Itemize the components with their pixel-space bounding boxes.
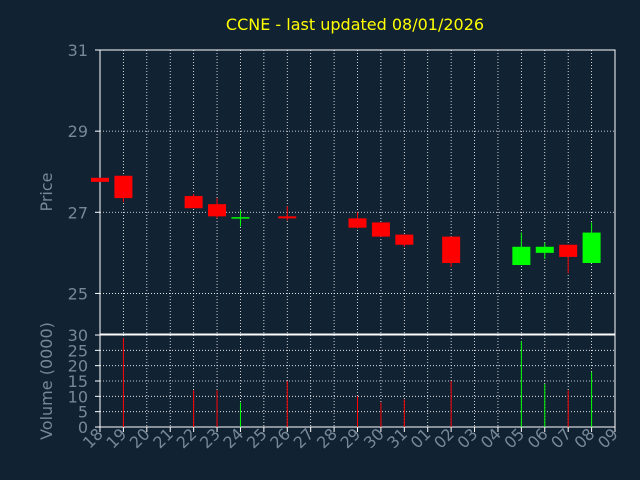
candle-body bbox=[348, 218, 367, 228]
price-axis-label: Price bbox=[37, 172, 56, 211]
volume-axis-label: Volume (0000) bbox=[37, 322, 56, 440]
candle-body bbox=[535, 246, 554, 253]
candle-body bbox=[512, 246, 531, 266]
candle-body bbox=[278, 216, 297, 219]
volume-tick-label: 25 bbox=[68, 341, 88, 360]
volume-tick-label: 0 bbox=[78, 418, 88, 437]
volume-tick-label: 30 bbox=[68, 326, 88, 345]
candle-body bbox=[559, 244, 578, 257]
volume-tick-label: 5 bbox=[78, 403, 88, 422]
price-panel: 25 27 29 31 bbox=[68, 41, 616, 335]
candle-body bbox=[184, 196, 203, 209]
candle-body bbox=[114, 175, 133, 199]
volume-tick-label: 15 bbox=[68, 372, 88, 391]
volume-tick-label: 10 bbox=[68, 387, 88, 406]
candle-body bbox=[208, 204, 227, 217]
price-tick-label: 25 bbox=[68, 284, 88, 303]
chart-title: CCNE - last updated 08/01/2026 bbox=[226, 15, 484, 34]
price-tick-label: 27 bbox=[68, 203, 88, 222]
x-tick-labels: 1819202122232425262728293031010203040506… bbox=[79, 424, 622, 452]
candle-body bbox=[582, 232, 601, 263]
volume-tick-label: 20 bbox=[68, 357, 88, 376]
price-tick-label: 31 bbox=[68, 41, 88, 60]
candle-body bbox=[395, 234, 414, 245]
candle-body bbox=[442, 236, 461, 263]
candle-body bbox=[231, 217, 250, 219]
candle-body bbox=[371, 222, 390, 237]
candle-body bbox=[91, 177, 109, 182]
price-tick-label: 29 bbox=[68, 122, 88, 141]
x-axis-label: Day bbox=[334, 460, 362, 476]
